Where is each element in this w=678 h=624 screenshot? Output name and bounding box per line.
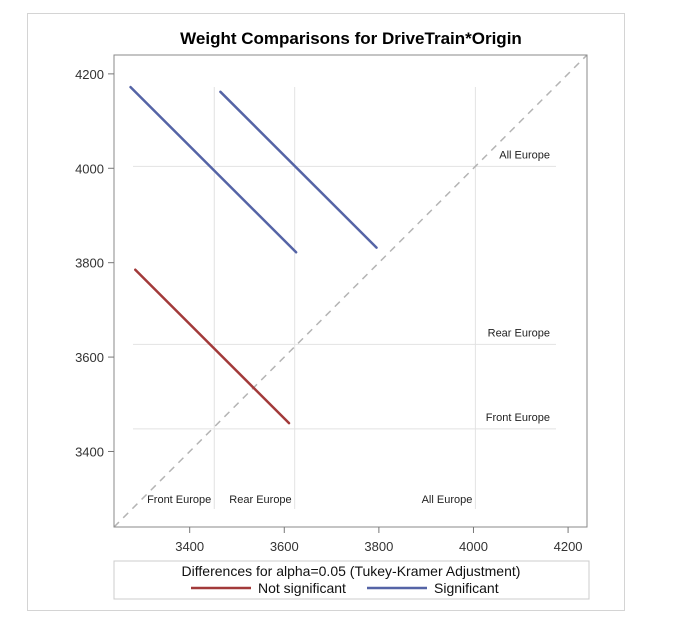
difference-segments	[129, 85, 378, 425]
x-tick-label-1: 3600	[270, 539, 299, 554]
legend-title: Differences for alpha=0.05 (Tukey-Kramer…	[182, 563, 521, 579]
y-tick-label-1: 3600	[75, 350, 104, 365]
group-labels: Front Europe Rear Europe All Europe All Eur…	[147, 149, 550, 506]
plot-area	[113, 54, 588, 528]
x-tick-label-4: 4200	[554, 539, 583, 554]
chart-frame	[27, 13, 625, 611]
legend-box	[113, 560, 590, 600]
legend: Differences for alpha=0.05 (Tukey-Kramer…	[113, 560, 590, 600]
axes: 3400 3600 3800 4000 4200 3400 3600 3800 4000 4200	[75, 67, 582, 554]
legend-label-1: Significant	[434, 580, 499, 596]
y-group-label-1: Rear Europe	[488, 327, 550, 339]
y-tick-label-4: 4200	[75, 67, 104, 82]
segment-significant-0	[129, 85, 298, 254]
legend-label-0: Not significant	[258, 580, 346, 596]
chart-title: Weight Comparisons for DriveTrain*Origin	[180, 29, 522, 48]
x-tick-label-0: 3400	[175, 539, 204, 554]
segment-significant-1	[219, 90, 378, 249]
y-tick-label-3: 4000	[75, 161, 104, 176]
segment-not-significant-0	[134, 268, 291, 425]
x-tick-label-3: 4000	[459, 539, 488, 554]
x-group-label-2: All Europe	[422, 494, 473, 506]
x-group-label-1: Rear Europe	[229, 494, 291, 506]
y-tick-label-2: 3800	[75, 256, 104, 271]
y-tick-label-0: 3400	[75, 444, 104, 459]
y-group-label-0: All Europe	[499, 149, 550, 161]
x-group-label-0: Front Europe	[147, 494, 211, 506]
reference-lines	[133, 87, 556, 509]
x-tick-label-2: 3800	[364, 539, 393, 554]
y-group-label-2: Front Europe	[486, 412, 550, 424]
diagonal-line	[113, 54, 588, 528]
